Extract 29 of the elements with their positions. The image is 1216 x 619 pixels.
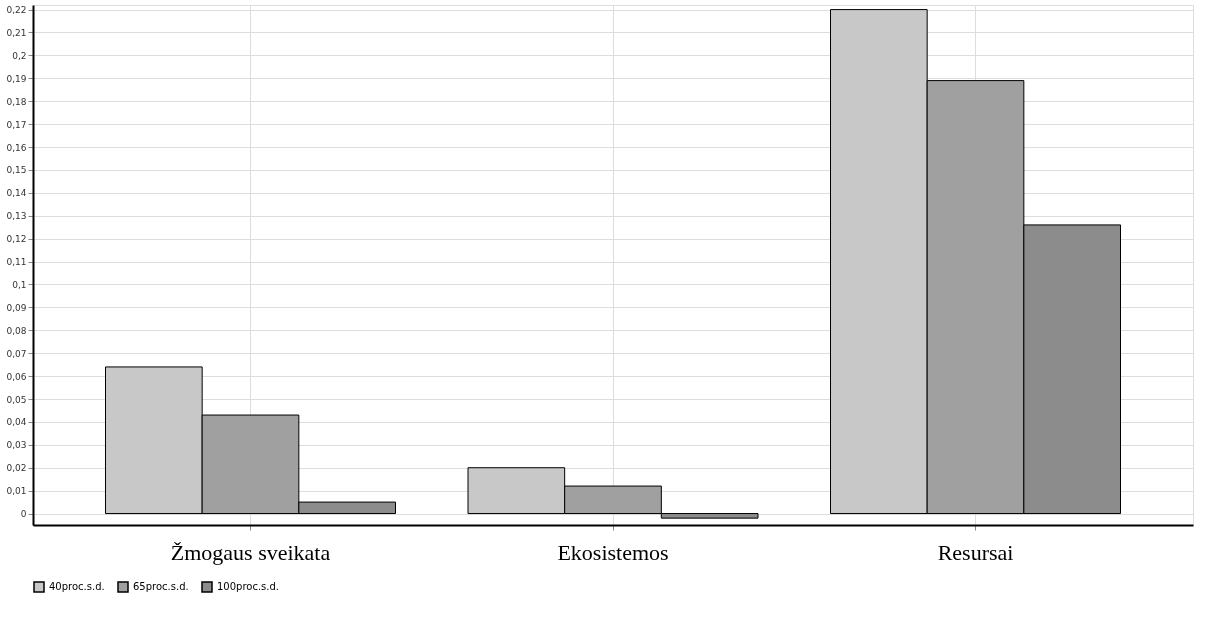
- y-tick-label: 0,1: [12, 279, 27, 290]
- y-tick-label: 0,19: [6, 73, 27, 84]
- y-tick-label: 0,14: [6, 188, 27, 199]
- y-tick-label: 0,01: [6, 486, 27, 497]
- y-tick-label: 0,18: [6, 96, 27, 107]
- x-tick-label: Resursai: [937, 539, 1014, 565]
- y-tick-label: 0,17: [6, 119, 27, 130]
- y-tick-label: 0: [20, 509, 27, 520]
- y-tick-label: 0,02: [6, 463, 27, 474]
- y-tick-label: 0,08: [6, 325, 27, 336]
- y-tick-label: 0,07: [6, 348, 27, 359]
- y-tick-label: 0,06: [6, 371, 27, 382]
- legend-label: 40proc.s.d.: [49, 581, 105, 592]
- legend-label: 65proc.s.d.: [133, 581, 189, 592]
- legend-label: 100proc.s.d.: [217, 581, 280, 592]
- y-tick-label: 0,03: [6, 440, 27, 451]
- y-tick-label: 0,15: [6, 165, 27, 176]
- y-tick-label: 0,05: [6, 394, 27, 405]
- y-tick-label: 0,11: [6, 257, 27, 268]
- y-tick-label: 0,22: [6, 5, 27, 16]
- y-tick-label: 0,2: [12, 50, 27, 61]
- y-tick-label: 0,13: [6, 211, 27, 222]
- y-tick-label: 0,12: [6, 234, 27, 245]
- y-tick-label: 0,16: [6, 142, 27, 153]
- x-tick-label: Žmogaus sveikata: [170, 539, 331, 565]
- y-tick-label: 0,21: [6, 27, 27, 38]
- y-tick-label: 0,04: [6, 417, 27, 428]
- y-tick-label: 0,09: [6, 302, 27, 313]
- x-tick-label: Ekosistemos: [557, 539, 669, 565]
